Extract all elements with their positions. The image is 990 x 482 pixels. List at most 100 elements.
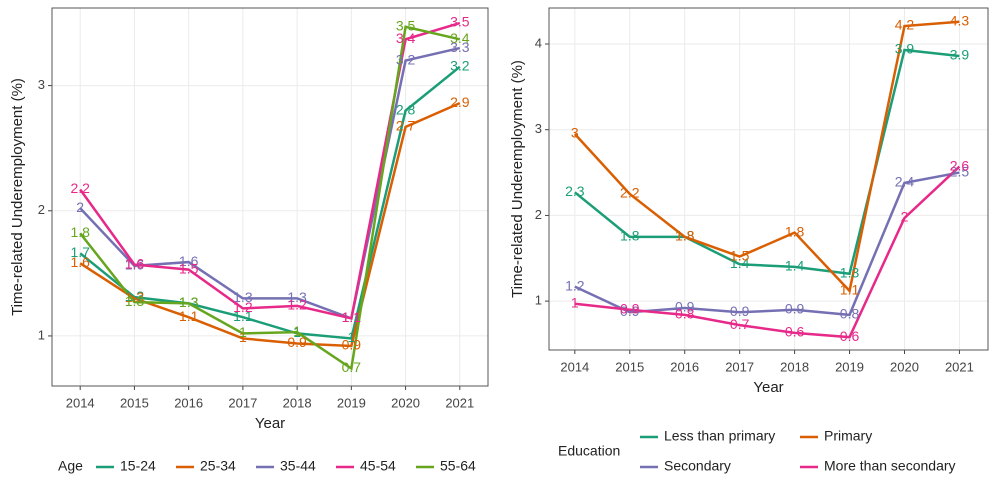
data-label: 1.8 xyxy=(70,224,90,240)
plot-border xyxy=(51,7,489,387)
data-label: 2.5 xyxy=(950,163,970,179)
data-label: 1 xyxy=(571,294,579,310)
legend-label: 15-24 xyxy=(120,458,156,474)
legend-title: Education xyxy=(558,443,620,459)
data-label: 0.9 xyxy=(620,303,640,319)
data-label: 1.8 xyxy=(675,228,695,244)
data-label: 2.7 xyxy=(396,118,416,134)
data-label: 1.6 xyxy=(125,257,145,273)
y-tick-label: 2 xyxy=(38,202,45,217)
series-line xyxy=(574,48,960,276)
y-tick-label: 4 xyxy=(535,35,542,50)
y-tick-label: 3 xyxy=(535,121,542,136)
y-tick-label: 1 xyxy=(38,327,45,342)
x-axis-title: Year xyxy=(753,379,783,396)
data-label: 1.2 xyxy=(233,299,253,315)
data-label: 1.1 xyxy=(342,309,362,325)
x-axis-title: Year xyxy=(255,415,285,432)
legend-label: Less than primary xyxy=(664,428,775,444)
data-label: 2 xyxy=(901,209,909,225)
data-label: 1.6 xyxy=(125,255,145,271)
data-label: 1.1 xyxy=(342,309,362,325)
data-label: 1.3 xyxy=(125,293,145,309)
data-label: 3 xyxy=(571,125,579,141)
data-label: 1.5 xyxy=(179,260,199,276)
data-label: 0.9 xyxy=(287,334,307,350)
data-label: 1.5 xyxy=(730,247,750,263)
data-label: 2.2 xyxy=(70,180,90,196)
x-tick-label: 2015 xyxy=(120,395,149,410)
data-label: 1.3 xyxy=(233,289,253,305)
data-label: 2.4 xyxy=(895,174,915,190)
x-tick-label: 2014 xyxy=(560,359,589,374)
data-label: 0.8 xyxy=(840,306,860,322)
data-label: 1.3 xyxy=(125,289,145,305)
data-label: 1 xyxy=(239,324,247,340)
y-axis-title: Time-related Underemployment (%) xyxy=(9,78,26,316)
series-line xyxy=(79,25,461,371)
data-label: 1.1 xyxy=(179,308,199,324)
x-tick-label: 2018 xyxy=(780,359,809,374)
data-label: 1 xyxy=(293,323,301,339)
data-label: 1.3 xyxy=(179,294,199,310)
data-label: 1 xyxy=(347,329,355,345)
data-label: 4.3 xyxy=(950,12,970,28)
data-label: 3.2 xyxy=(450,58,470,74)
data-label: 1.4 xyxy=(785,258,805,274)
plot-panel xyxy=(52,8,488,386)
data-label: 0.9 xyxy=(785,300,805,316)
data-label: 1.2 xyxy=(565,277,585,293)
x-tick-label: 2021 xyxy=(945,359,974,374)
x-tick-label: 2014 xyxy=(66,395,95,410)
legend-label: 25-34 xyxy=(200,458,236,474)
legend-label: 45-54 xyxy=(360,458,396,474)
data-label: 3.4 xyxy=(396,30,416,46)
data-label: 1.2 xyxy=(287,297,307,313)
plot-border xyxy=(548,7,989,351)
data-label: 1 xyxy=(239,329,247,345)
y-tick-label: 3 xyxy=(38,77,45,92)
x-tick-label: 2017 xyxy=(725,359,754,374)
data-label: 1.8 xyxy=(785,223,805,239)
series-line xyxy=(574,165,961,339)
x-tick-label: 2017 xyxy=(228,395,257,410)
x-tick-label: 2019 xyxy=(337,395,366,410)
data-label: 3.3 xyxy=(450,39,470,55)
data-label: 0.6 xyxy=(840,328,860,344)
x-tick-label: 2020 xyxy=(890,359,919,374)
data-label: 0.8 xyxy=(675,306,695,322)
legend-label: Primary xyxy=(824,428,872,444)
data-label: 1.3 xyxy=(179,294,199,310)
data-label: 2.8 xyxy=(396,101,416,117)
data-label: 3.5 xyxy=(450,14,470,30)
data-label: 1.6 xyxy=(70,254,90,270)
data-label: 0.7 xyxy=(342,359,362,375)
data-label: 1.8 xyxy=(620,228,640,244)
data-label: 1.6 xyxy=(179,253,199,269)
y-tick-label: 2 xyxy=(535,207,542,222)
data-label: 0.9 xyxy=(730,303,750,319)
data-label: 3.5 xyxy=(396,17,416,33)
legend-label: 35-44 xyxy=(280,458,316,474)
data-label: 3.4 xyxy=(450,30,470,46)
legend-label: Secondary xyxy=(664,458,731,474)
x-tick-label: 2016 xyxy=(174,395,203,410)
data-label: 2.6 xyxy=(950,157,970,173)
x-tick-label: 2018 xyxy=(283,395,312,410)
data-label: 0.9 xyxy=(675,299,695,315)
data-label: 1 xyxy=(293,324,301,340)
data-label: 2.2 xyxy=(620,185,640,201)
legend-label: More than secondary xyxy=(824,458,956,474)
y-tick-label: 1 xyxy=(535,293,542,308)
data-label: 2 xyxy=(76,199,84,215)
data-label: 1.3 xyxy=(125,288,145,304)
legend-title: Age xyxy=(58,458,83,474)
data-label: 0.9 xyxy=(620,300,640,316)
data-label: 2.3 xyxy=(565,183,585,199)
series-line xyxy=(79,65,461,340)
x-tick-label: 2015 xyxy=(615,359,644,374)
data-label: 1.7 xyxy=(70,244,90,260)
y-axis-title: Time-related Underemployment (%) xyxy=(509,60,526,298)
data-label: 0.7 xyxy=(730,316,750,332)
